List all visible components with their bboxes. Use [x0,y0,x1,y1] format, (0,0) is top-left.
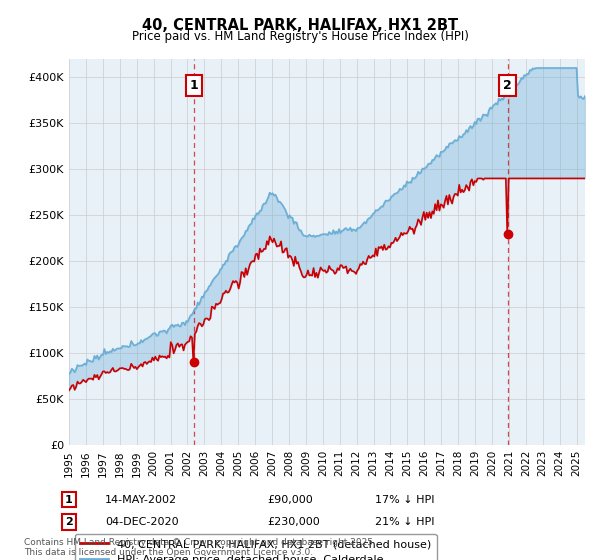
Text: 17% ↓ HPI: 17% ↓ HPI [375,494,434,505]
Text: 1: 1 [65,494,73,505]
Text: 2: 2 [65,517,73,527]
Text: 40, CENTRAL PARK, HALIFAX, HX1 2BT: 40, CENTRAL PARK, HALIFAX, HX1 2BT [142,18,458,33]
Legend: 40, CENTRAL PARK, HALIFAX, HX1 2BT (detached house), HPI: Average price, detache: 40, CENTRAL PARK, HALIFAX, HX1 2BT (deta… [74,534,437,560]
Text: £90,000: £90,000 [267,494,313,505]
Text: £230,000: £230,000 [267,517,320,527]
Text: 14-MAY-2002: 14-MAY-2002 [105,494,177,505]
Text: Contains HM Land Registry data © Crown copyright and database right 2025.
This d: Contains HM Land Registry data © Crown c… [24,538,376,557]
Text: 2: 2 [503,79,512,92]
Text: 04-DEC-2020: 04-DEC-2020 [105,517,179,527]
Text: 21% ↓ HPI: 21% ↓ HPI [375,517,434,527]
Text: Price paid vs. HM Land Registry's House Price Index (HPI): Price paid vs. HM Land Registry's House … [131,30,469,43]
Text: 1: 1 [190,79,198,92]
